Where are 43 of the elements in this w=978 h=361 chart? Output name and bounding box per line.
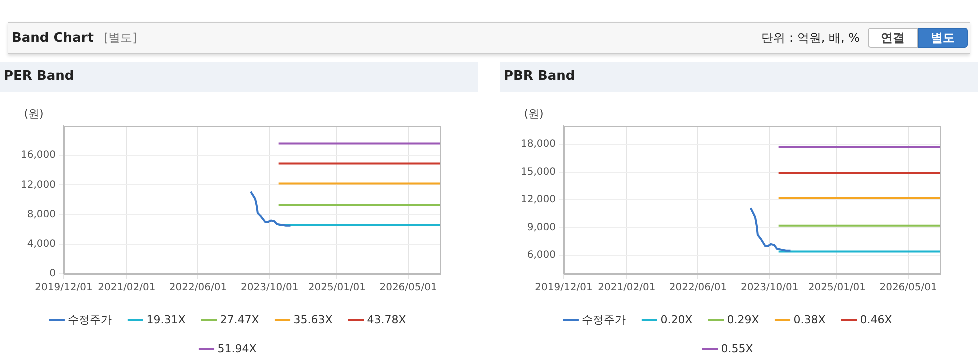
legend-label: 35.63X (294, 313, 334, 326)
chart-title: PBR Band (500, 62, 978, 92)
legend-label: 0.20X (660, 313, 694, 326)
x-tick-label: 2022/06/01 (669, 282, 728, 294)
x-tick-label: 2026/05/01 (880, 282, 938, 294)
y-tick-label: 15,000 (520, 166, 556, 178)
text: Band Chart (12, 30, 94, 46)
x-tick-label: 2025/01/01 (308, 282, 366, 294)
y-tick-label: 0 (50, 268, 56, 280)
y-tick-label: 16,000 (20, 150, 56, 162)
legend-label: 수정주가 (68, 313, 112, 326)
y-tick-label: 4,000 (27, 238, 56, 250)
legend-label: 0.46X (860, 313, 893, 326)
y-tick-label: 9,000 (527, 222, 556, 234)
legend-label: 0.38X (794, 313, 826, 326)
text: 별도 (918, 28, 968, 48)
legend-label: 51.94X (218, 342, 258, 356)
legend-label: 43.78X (367, 313, 407, 326)
y-tick-label: 8,000 (27, 209, 56, 220)
legend-label: 0.29X (727, 313, 760, 326)
text: 단위 : 억원, 배, % (762, 30, 860, 46)
x-tick-label: 2019/12/01 (35, 282, 93, 294)
text: [별도] (104, 30, 138, 46)
legend-label: 0.55X (721, 342, 754, 356)
y-tick-label: 18,000 (520, 139, 556, 150)
x-tick-label: 2022/06/01 (169, 282, 228, 294)
x-tick-label: 2019/12/01 (535, 282, 593, 294)
y-axis-title: (원) (24, 107, 44, 120)
x-tick-label: 2025/01/01 (808, 282, 866, 294)
text: 연결 (868, 28, 918, 48)
x-tick-label: 2023/10/01 (741, 282, 799, 294)
legend-label: 27.47X (220, 313, 260, 326)
y-tick-label: 6,000 (527, 250, 556, 262)
x-tick-label: 2021/02/01 (598, 282, 656, 294)
x-tick-label: 2021/02/01 (98, 282, 156, 294)
legend-label: 19.31X (146, 313, 186, 326)
x-tick-label: 2023/10/01 (241, 282, 299, 294)
y-tick-label: 12,000 (520, 194, 556, 206)
legend-label: 수정주가 (582, 313, 626, 326)
chart-title: PER Band (0, 62, 478, 92)
y-tick-label: 12,000 (20, 180, 56, 191)
y-axis-title: (원) (524, 107, 544, 120)
x-tick-label: 2026/05/01 (380, 282, 438, 294)
